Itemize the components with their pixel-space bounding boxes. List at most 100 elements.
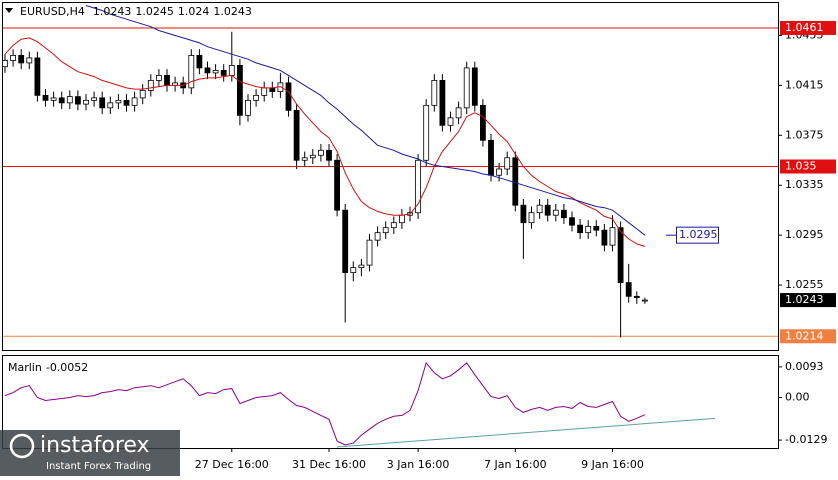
candle-body	[42, 94, 49, 101]
candle-body	[58, 97, 65, 104]
candle-body	[269, 87, 276, 93]
candle-body	[528, 212, 535, 224]
x-tick-label: 7 Jan 16:00	[484, 458, 547, 471]
header-high: 1.0245	[135, 5, 174, 18]
x-tick-label: 3 Jan 16:00	[387, 458, 450, 471]
candle-body	[10, 55, 17, 61]
candle-body	[261, 87, 268, 96]
candle-body	[488, 139, 494, 176]
candle-body	[309, 154, 316, 159]
candle-body	[66, 96, 73, 104]
candle-body	[301, 157, 308, 161]
y-tick-label: 1.0415	[785, 78, 824, 91]
level-label: 1.035	[785, 160, 817, 173]
level-label-bg	[780, 159, 836, 174]
candle-body	[196, 55, 203, 69]
candle-body	[471, 67, 478, 106]
candle-body	[633, 295, 640, 298]
chart-header: EURUSD,H4 1.0243 1.0245 1.024 1.0243	[20, 5, 252, 18]
candle-body	[569, 217, 575, 226]
candle-body	[147, 79, 154, 91]
candle-body	[544, 204, 551, 216]
level-label-bg	[780, 20, 836, 35]
symbol: EURUSD,H4	[20, 5, 85, 18]
candle-body	[75, 96, 81, 105]
main-panel	[2, 2, 779, 351]
candle-body	[139, 89, 146, 99]
indicator-header: Marlin -0.0052	[8, 361, 88, 374]
candle-body	[382, 227, 389, 234]
y-tick-label: 0.0093	[785, 360, 824, 373]
x-tick-label: 31 Dec 16:00	[292, 458, 366, 471]
candle-body	[164, 74, 170, 86]
candle-body	[131, 97, 138, 106]
candle-body	[342, 209, 349, 274]
trend-line	[336, 417, 716, 448]
header-open: 1.0243	[93, 5, 132, 18]
candle-body	[463, 67, 470, 109]
candle-body	[107, 102, 114, 109]
candle-body	[625, 282, 632, 297]
price-label: 1.0243	[785, 293, 824, 306]
x-tick-label: 27 Dec 16:00	[195, 458, 269, 471]
indicator-value: -0.0052	[46, 361, 88, 374]
oscillator-line	[4, 361, 646, 446]
candle-body	[496, 168, 503, 176]
candle-body	[18, 55, 25, 64]
candle-body	[245, 99, 251, 116]
watermark-brand: instaforex	[40, 433, 150, 458]
candle-body	[601, 229, 608, 246]
y-tick-label: 0.00	[785, 391, 810, 404]
level-label: 1.0461	[785, 21, 824, 34]
candle-body	[642, 299, 648, 302]
candle-body	[220, 70, 227, 76]
indicator-name: Marlin	[8, 361, 42, 374]
candle-body	[577, 224, 583, 234]
candle-body	[512, 157, 519, 206]
candle-body	[350, 267, 357, 274]
watermark-icon	[9, 433, 35, 459]
candle-body	[423, 104, 430, 161]
candle-body	[236, 65, 243, 116]
ma-label: 1.0295	[679, 228, 718, 241]
candle-body	[520, 204, 527, 224]
ma-label-bg	[676, 226, 719, 244]
candle-body	[204, 67, 211, 74]
moving-average	[4, 37, 646, 247]
candle-body	[390, 222, 397, 229]
candle-body	[593, 226, 600, 231]
y-tick-label: 1.0295	[785, 228, 824, 241]
candle-body	[115, 99, 122, 104]
candle-body	[212, 70, 219, 74]
candle-body	[2, 60, 8, 68]
x-tick-label: 9 Jan 16:00	[581, 458, 644, 471]
menu-triangle	[5, 8, 13, 13]
candle-body	[536, 204, 543, 214]
candle-body	[439, 79, 446, 126]
header-close: 1.0243	[213, 5, 252, 18]
candle-body	[609, 227, 616, 246]
header-low: 1.024	[178, 5, 210, 18]
candle-body	[415, 159, 422, 214]
candle-body	[358, 264, 365, 269]
candle-body	[34, 57, 41, 96]
candle-body	[479, 104, 486, 141]
candle-body	[504, 157, 511, 170]
candle-body	[334, 159, 341, 211]
candle-body	[561, 209, 567, 219]
watermark-tagline: Instant Forex Trading	[46, 461, 151, 472]
candle-body	[91, 97, 97, 101]
candle-body	[123, 99, 130, 106]
candle-body	[455, 107, 462, 119]
price-label-bg	[780, 293, 836, 308]
candle-body	[447, 117, 454, 126]
candle-body	[188, 55, 195, 89]
candle-body	[253, 94, 260, 101]
y-tick-label: 1.0335	[785, 178, 824, 191]
candle-body	[431, 79, 438, 106]
candle-body	[50, 97, 57, 101]
candle-body	[285, 82, 292, 111]
